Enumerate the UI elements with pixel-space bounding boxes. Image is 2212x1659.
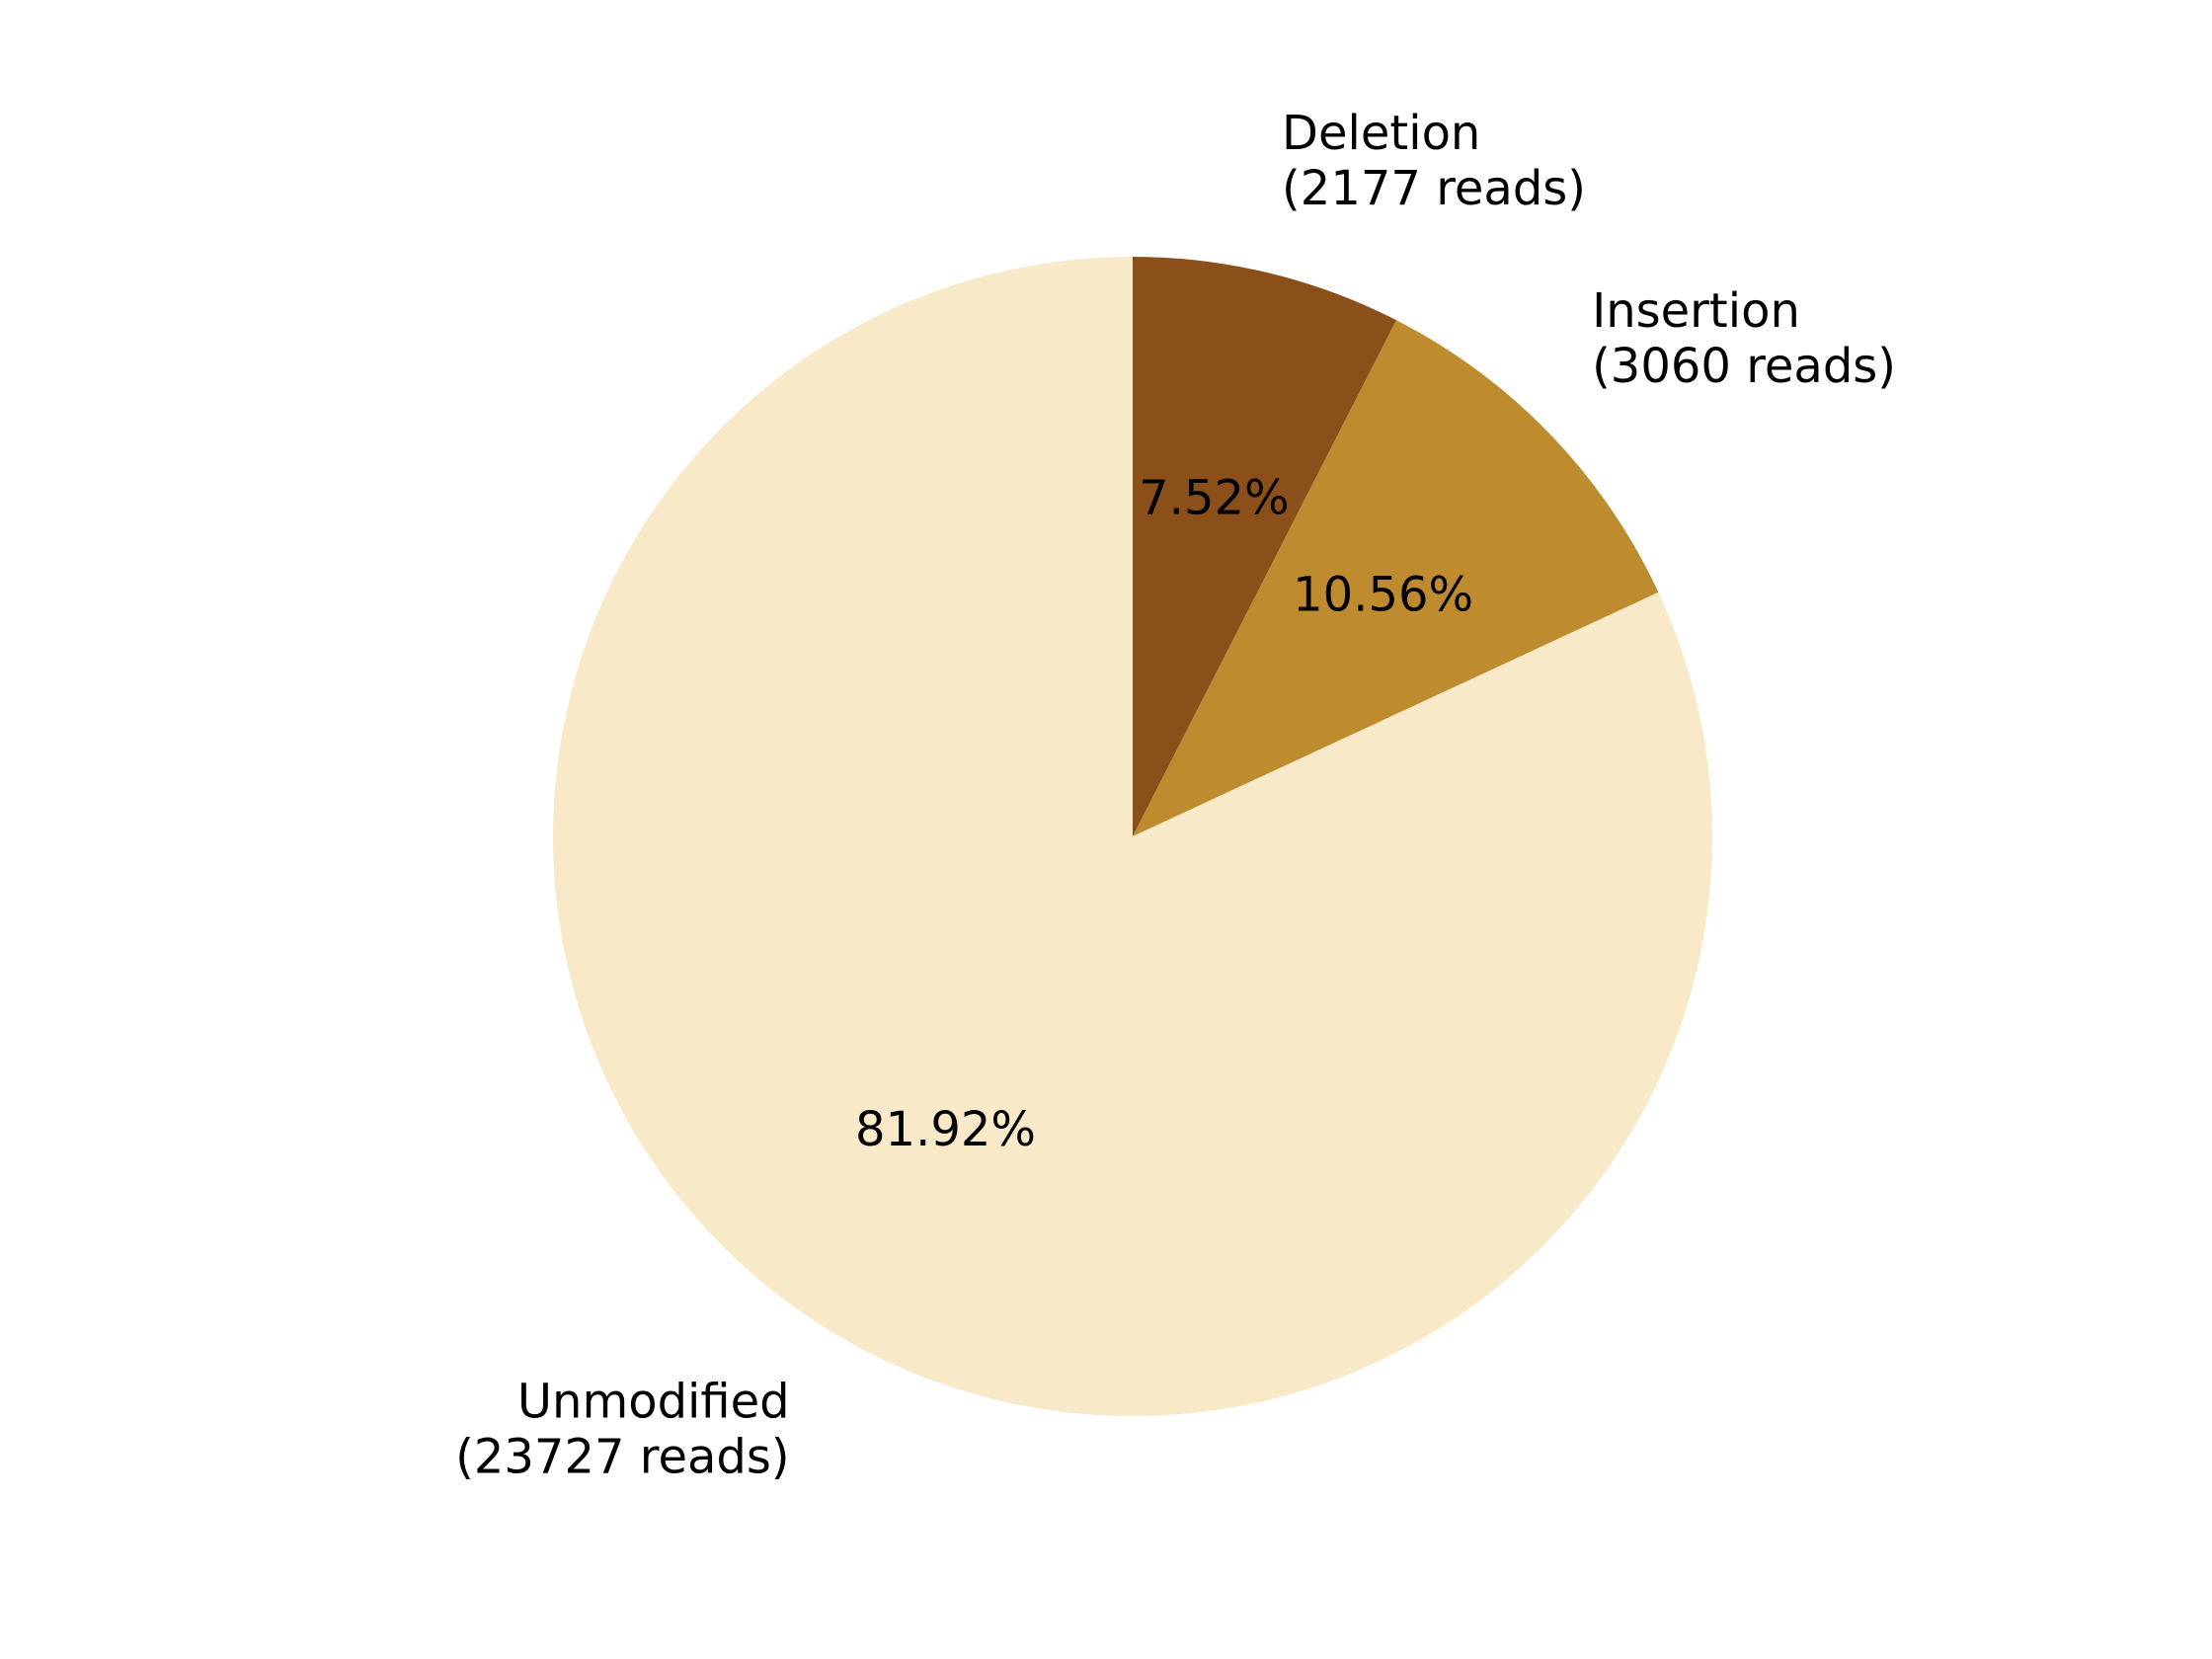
pie-category-label-deletion: Deletion(2177 reads) xyxy=(1282,106,1586,216)
pie-category-reads-insertion: (3060 reads) xyxy=(1592,339,1896,394)
pie-slice-insertion xyxy=(1133,320,1659,836)
pie-category-reads-deletion: (2177 reads) xyxy=(1282,161,1586,216)
pie-slices xyxy=(552,257,1712,1416)
pie-category-name-insertion: Insertion xyxy=(1592,283,1800,339)
pie-category-name-unmodified: Unmodified xyxy=(517,1374,790,1429)
pie-category-reads-unmodified: (23727 reads) xyxy=(455,1429,790,1484)
pie-slice-unmodified xyxy=(552,257,1712,1416)
pie-percent-label-insertion: 10.56% xyxy=(1293,568,1473,623)
pie-category-label-insertion: Insertion(3060 reads) xyxy=(1592,283,1896,394)
pie-labels: 7.52% Deletion(2177 reads) 10.56% Insertion… xyxy=(455,106,1896,1484)
pie-percent-label-unmodified: 81.92% xyxy=(855,1102,1036,1157)
pie-category-label-unmodified: Unmodified(23727 reads) xyxy=(455,1374,790,1484)
pie-category-name-deletion: Deletion xyxy=(1282,106,1480,161)
pie-slice-deletion xyxy=(1133,257,1397,836)
pie-percent-label-deletion: 7.52% xyxy=(1139,471,1289,526)
